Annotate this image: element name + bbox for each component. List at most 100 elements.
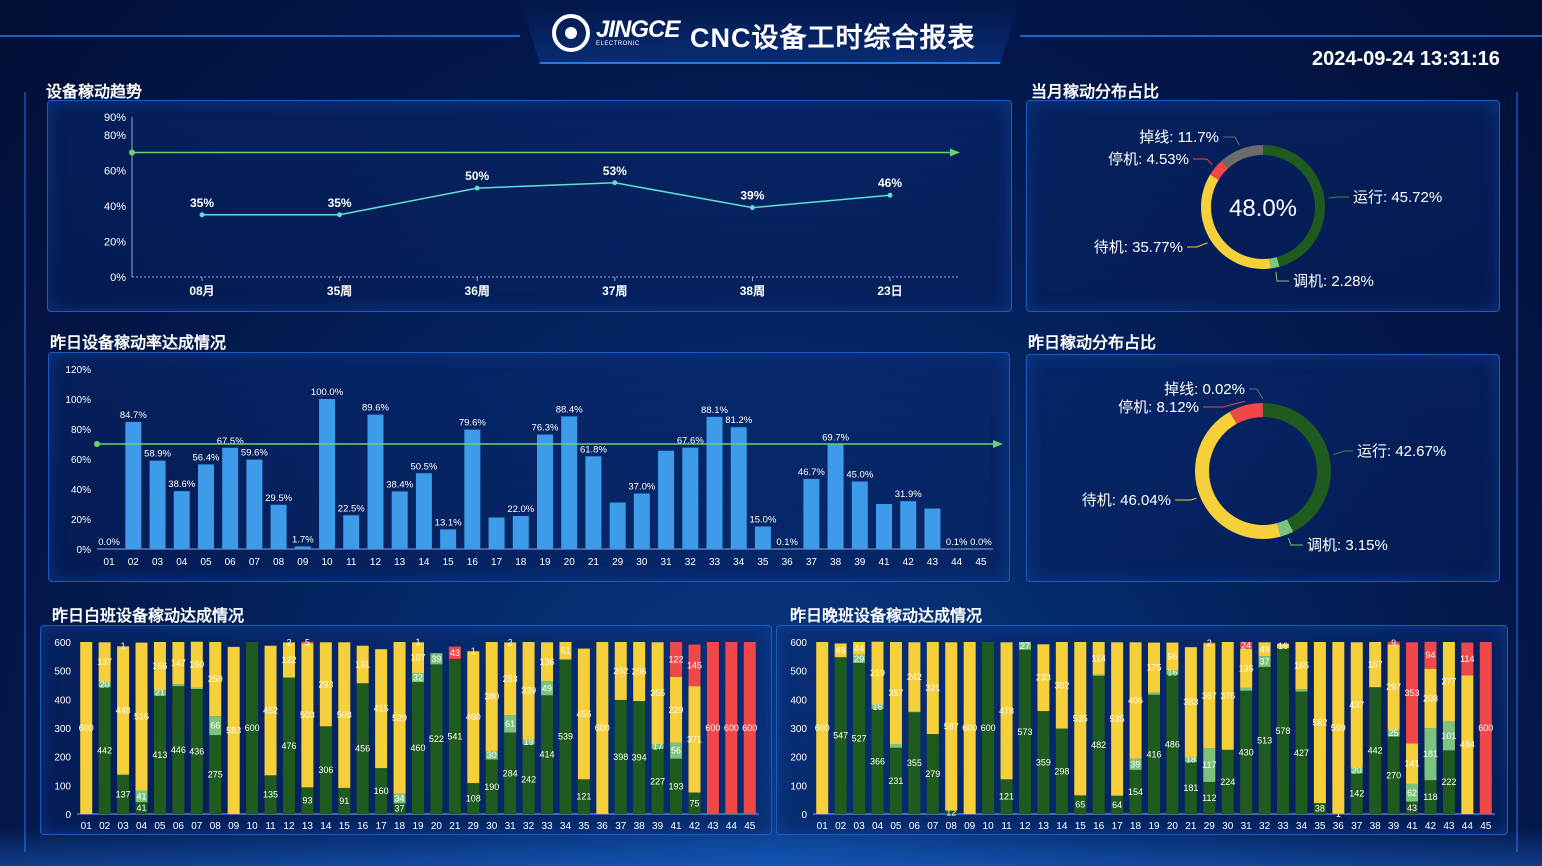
stack-segment-运行 [633,701,646,814]
x-tick-label: 43 [707,821,719,832]
rate-bar [851,481,868,549]
stack-segment-待机 [227,646,240,814]
stack-segment-运行 [375,768,388,814]
rate-bar [827,444,844,549]
logo-subtext: ELECTRONIC [596,41,640,47]
stack-segment-运行 [1018,649,1031,814]
x-tick-label: 18 [1130,821,1142,832]
stack-segment-运行 [1240,690,1253,814]
y-tick-label: 400 [790,695,807,706]
x-tick-label: 34 [733,557,745,568]
x-tick-label: 09 [228,821,240,832]
y-tick-label: 20% [71,515,91,526]
stack-segment-停机 [670,642,683,677]
segment-label: 508 [337,710,352,720]
stack-segment-待机 [596,642,609,814]
slice-掉线 [1221,145,1263,169]
x-tick-label: 32 [523,821,535,832]
stack-segment-待机 [135,642,148,791]
y-tick-label: 0 [801,810,807,821]
x-tick-label: 09 [297,557,309,568]
night-shift-chart: 0100200300400500600600015474802527294403… [790,638,1495,832]
rate-bar [197,464,214,549]
stack-segment-运行 [1221,749,1234,814]
segment-label: 2 [1207,638,1212,648]
datetime: 2024-09-24 13:31:16 [1312,48,1500,70]
segment-label: 600 [245,723,260,733]
stack-segment-待机 [504,642,517,716]
stack-segment-调机 [1350,767,1363,774]
rate-bar [585,456,602,549]
rate-value-label: 38.6% [168,479,195,490]
stack-segment-调机 [651,744,664,749]
segment-label: 306 [318,765,333,775]
segment-label: 503 [300,710,315,720]
rate-value-label: 76.3% [532,423,559,434]
stack-segment-待机 [889,642,902,745]
segment-label: 24 [1241,640,1251,650]
x-tick-label: 36 [597,821,609,832]
x-tick-label: 14 [418,557,430,568]
stack-segment-运行 [1295,691,1308,814]
stack-segment-待机 [467,651,480,784]
slice-调机 [1277,519,1294,537]
stack-segment-运行 [559,659,572,814]
x-tick-label: 36 [782,557,794,568]
stack-segment-调机 [1406,783,1419,802]
segment-label: 414 [540,750,555,760]
segment-label: 21 [155,688,165,698]
stack-segment-停机 [1479,642,1492,814]
rate-bar [367,414,384,549]
segment-label: 49 [542,683,552,693]
x-tick-label: 41 [670,821,682,832]
rate-value-label: 88.4% [556,404,583,415]
slice-运行 [1263,403,1331,532]
x-tick-label: 16 [1093,821,1105,832]
segment-label: 101 [1441,731,1456,741]
x-tick-label: 17 [376,821,388,832]
slice-停机 [1210,161,1229,180]
rate-bar [415,473,432,549]
x-tick-label: 20 [564,557,576,568]
segment-label: 181 [1423,749,1438,759]
segment-label: 355 [907,758,922,768]
header-wing-right [1020,35,1542,37]
segment-label: 75 [689,798,699,808]
stack-segment-运行 [246,642,259,814]
x-tick-label: 45 [1480,821,1492,832]
segment-label: 65 [1075,800,1085,810]
rate-value-label: 67.6% [677,436,704,447]
segment-label: 398 [613,752,628,762]
segment-label: 513 [1257,735,1272,745]
x-tick-label: 06 [173,821,185,832]
y-tick-label: 100% [65,395,91,406]
day-shift-title: 昨日白班设备稼动达成情况 [52,608,245,625]
segment-label: 297 [1386,682,1401,692]
stack-segment-调机 [430,653,443,665]
stack-segment-运行 [651,748,664,814]
rate-value-label: 0.0% [98,537,120,548]
x-tick-label: 20 [431,821,443,832]
y-tick-label: 80% [71,425,91,436]
x-tick-label: 35周 [327,284,352,298]
header-wing-left [0,35,520,37]
month-dist-panel: 运行: 45.72% 调机: 2.28% 待机: 35.77% 停机: 4.53% 掉线… [1026,100,1500,312]
stack-segment-待机 [485,642,498,751]
stack-segment-运行 [430,664,443,814]
stack-segment-运行 [209,735,222,814]
x-tick-label: 19 [412,821,424,832]
stack-segment-运行 [412,682,424,814]
rate-bar [512,516,529,549]
stack-segment-运行 [117,774,130,814]
x-tick-label: 12 [1019,821,1031,832]
stack-segment-待机 [1369,642,1382,688]
slice-leader [1275,271,1289,282]
stack-segment-待机 [853,642,866,655]
y-tick-label: 200 [54,753,71,764]
stack-segment-调机 [1387,729,1400,737]
x-tick-label: 12 [370,557,382,568]
segment-label: 227 [650,776,665,786]
stack-segment-待机 [816,642,829,814]
yesterday-dist-title: 昨日稼动分布占比 [1028,335,1157,352]
x-tick-label: 43 [1443,821,1455,832]
